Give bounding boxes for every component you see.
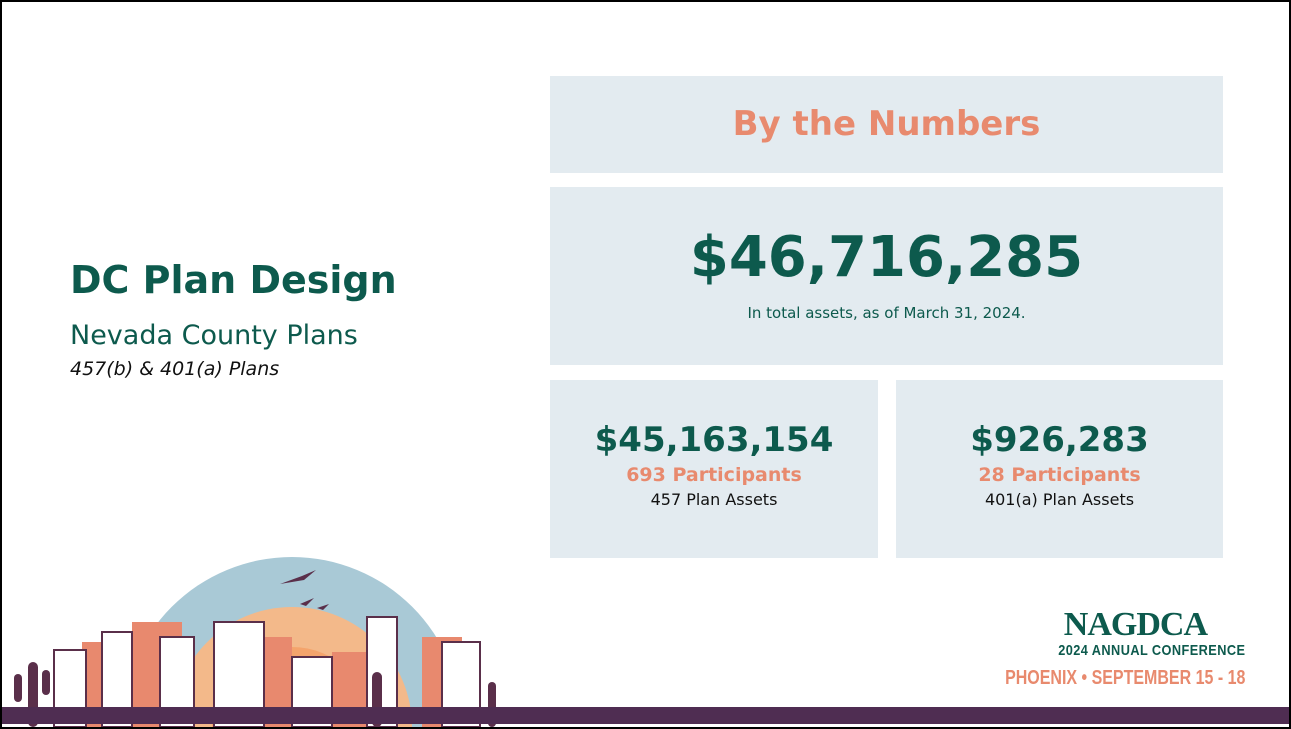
card-label: 457 Plan Assets [650,490,778,509]
logo-event: 2024 ANNUAL CONFERENCE [1057,642,1245,659]
footer-band [2,707,1289,724]
card-amount: $926,283 [970,420,1149,460]
plans: 457(b) & 401(a) Plans [70,358,280,380]
birds [280,570,329,610]
total-note: In total assets, as of March 31, 2024. [747,304,1026,322]
header-box: By the Numbers [550,76,1223,173]
subtitle: Nevada County Plans [70,320,358,351]
card-amount: $45,163,154 [594,420,834,460]
card-participants: 28 Participants [978,464,1141,486]
total-box: $46,716,285 In total assets, as of March… [550,187,1223,365]
card-participants: 693 Participants [626,464,802,486]
logo-place: PHOENIX • SEPTEMBER 15 - 18 [1004,667,1245,689]
header: By the Numbers [732,104,1041,144]
total: $46,716,285 [689,225,1084,290]
skyline [2,557,1289,727]
buildings-front [53,616,481,727]
title: DC Plan Design [70,258,397,302]
card: $926,283 28 Participants 401(a) Plan Ass… [896,380,1223,558]
logo-name: NAGDCA [1063,606,1208,643]
card: $45,163,154 693 Participants 457 Plan As… [550,380,878,558]
card-label: 401(a) Plan Assets [984,490,1135,509]
logo: NAGDCA 2024 ANNUAL CONFERENCE PHOENIX • … [945,608,1245,690]
